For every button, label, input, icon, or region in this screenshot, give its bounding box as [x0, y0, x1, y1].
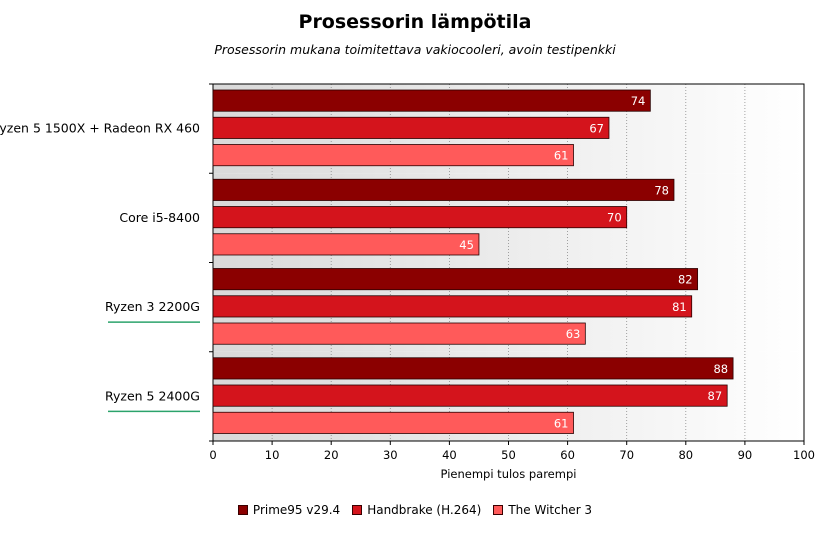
legend-swatch-handbrake — [352, 505, 363, 515]
bar-value-label: 63 — [566, 327, 581, 341]
legend-label-handbrake: Handbrake (H.264) — [367, 503, 482, 517]
bar-value-label: 88 — [713, 362, 728, 376]
category-label: Ryzen 5 1500X + Radeon RX 460 — [0, 121, 200, 136]
bar-value-label: 81 — [672, 300, 687, 314]
x-tick-label: 10 — [265, 448, 280, 462]
bar — [212, 206, 628, 229]
bar-value-label: 87 — [708, 389, 723, 403]
x-tick-label: 80 — [678, 448, 693, 462]
bar — [212, 411, 574, 434]
bar — [212, 384, 728, 407]
x-tick-label: 90 — [738, 448, 753, 462]
bar — [212, 233, 480, 256]
bar — [212, 89, 651, 112]
chart-subtitle: Prosessorin mukana toimitettava vakiocoo… — [214, 42, 616, 57]
legend-swatch-prime95 — [237, 505, 248, 515]
bar — [212, 116, 610, 139]
category-label: Core i5-8400 — [119, 210, 200, 225]
chart-title: Prosessorin lämpötila — [298, 11, 532, 33]
legend-label-prime95: Prime95 v29.4 — [252, 503, 341, 517]
category-label: Ryzen 3 2200G — [105, 299, 200, 314]
bar — [212, 357, 734, 380]
bar — [212, 178, 675, 201]
x-axis-label: Pienempi tulos parempi — [441, 467, 577, 481]
bar-value-label: 74 — [631, 94, 646, 108]
bar — [212, 322, 586, 345]
bar — [212, 144, 574, 167]
bar-value-label: 78 — [654, 183, 669, 197]
x-tick-label: 30 — [383, 448, 398, 462]
bar-value-label: 61 — [554, 149, 569, 163]
x-tick-label: 50 — [501, 448, 516, 462]
bar-value-label: 61 — [554, 416, 569, 430]
x-tick-label: 20 — [324, 448, 339, 462]
bar-value-label: 45 — [459, 238, 474, 252]
bar — [212, 295, 693, 318]
x-tick-label: 40 — [442, 448, 457, 462]
bar-value-label: 82 — [678, 273, 693, 287]
x-tick-label: 70 — [619, 448, 634, 462]
bar-value-label: 67 — [589, 121, 604, 135]
x-tick-label: 100 — [793, 448, 815, 462]
legend-swatch-witcher — [493, 505, 504, 515]
category-label: Ryzen 5 2400G — [105, 388, 200, 403]
legend-label-witcher: The Witcher 3 — [508, 503, 593, 517]
legend-item-handbrake: Handbrake (H.264) — [352, 503, 481, 517]
legend-item-prime95: Prime95 v29.4 — [237, 503, 341, 517]
x-tick-label: 0 — [209, 448, 216, 462]
bar-value-label: 70 — [607, 211, 622, 225]
bar — [212, 268, 699, 291]
chart-legend: Prime95 v29.4 Handbrake (H.264) The Witc… — [0, 503, 830, 517]
legend-item-witcher: The Witcher 3 — [493, 503, 592, 517]
x-tick-label: 60 — [560, 448, 575, 462]
